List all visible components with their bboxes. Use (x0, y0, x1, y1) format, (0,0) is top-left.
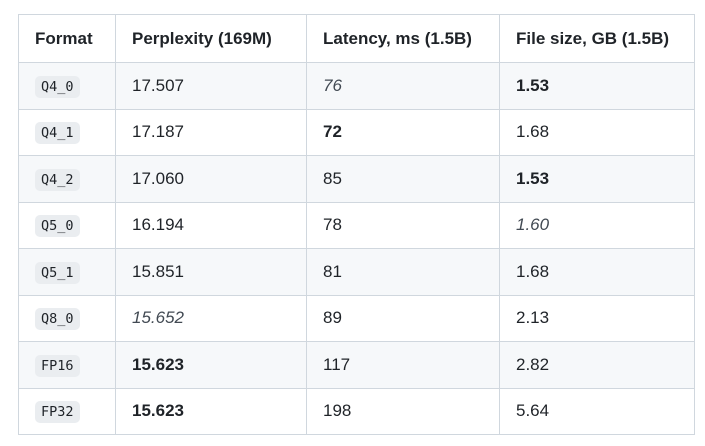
format-code: FP32 (35, 401, 80, 424)
format-cell: Q5_0 (18, 201, 116, 249)
table-row: Q4_1 17.187 72 1.68 (18, 108, 695, 156)
table-row: Q5_0 16.194 78 1.60 (18, 201, 695, 249)
value-cell: 1.53 (499, 155, 695, 203)
format-cell: Q4_2 (18, 155, 116, 203)
value-cell: 76 (306, 62, 500, 110)
format-cell: Q5_1 (18, 248, 116, 296)
value-cell: 81 (306, 248, 500, 296)
format-code: FP16 (35, 354, 80, 377)
value-cell: 15.623 (115, 387, 307, 435)
value-cell: 89 (306, 294, 500, 342)
value-cell: 17.060 (115, 155, 307, 203)
value-cell: 17.507 (115, 62, 307, 110)
format-cell: Q8_0 (18, 294, 116, 342)
value-cell: 1.60 (499, 201, 695, 249)
format-cell: Q4_1 (18, 108, 116, 156)
value-cell: 117 (306, 341, 500, 389)
value-cell: 1.68 (499, 248, 695, 296)
value-cell: 15.851 (115, 248, 307, 296)
table-row: Q5_1 15.851 81 1.68 (18, 248, 695, 296)
format-cell: FP32 (18, 387, 116, 435)
format-code: Q5_1 (35, 261, 80, 284)
format-code: Q4_0 (35, 75, 80, 98)
value-cell: 72 (306, 108, 500, 156)
format-code: Q4_1 (35, 122, 80, 145)
table-row: Q8_0 15.652 89 2.13 (18, 294, 695, 342)
header-row: Format Perplexity (169M) Latency, ms (1.… (18, 14, 695, 63)
value-cell: 17.187 (115, 108, 307, 156)
value-cell: 5.64 (499, 387, 695, 435)
value-cell: 15.652 (115, 294, 307, 342)
table-body: Q4_0 17.507 76 1.53 Q4_1 17.187 72 1.68 Q4_2 17.0… (18, 62, 695, 435)
table-row: Q4_2 17.060 85 1.53 (18, 155, 695, 203)
format-code: Q5_0 (35, 215, 80, 238)
header-cell: Latency, ms (1.5B) (306, 14, 500, 63)
value-cell: 2.82 (499, 341, 695, 389)
value-cell: 16.194 (115, 201, 307, 249)
table-row: FP32 15.623 198 5.64 (18, 387, 695, 435)
format-cell: Q4_0 (18, 62, 116, 110)
results-table: Format Perplexity (169M) Latency, ms (1.… (18, 14, 695, 435)
value-cell: 2.13 (499, 294, 695, 342)
value-cell: 1.53 (499, 62, 695, 110)
header-cell: Format (18, 14, 116, 63)
value-cell: 1.68 (499, 108, 695, 156)
header-cell: Perplexity (169M) (115, 14, 307, 63)
format-cell: FP16 (18, 341, 116, 389)
value-cell: 85 (306, 155, 500, 203)
header-cell: File size, GB (1.5B) (499, 14, 695, 63)
value-cell: 198 (306, 387, 500, 435)
value-cell: 15.623 (115, 341, 307, 389)
format-code: Q8_0 (35, 308, 80, 331)
table-row: Q4_0 17.507 76 1.53 (18, 62, 695, 110)
table-row: FP16 15.623 117 2.82 (18, 341, 695, 389)
format-code: Q4_2 (35, 168, 80, 191)
value-cell: 78 (306, 201, 500, 249)
